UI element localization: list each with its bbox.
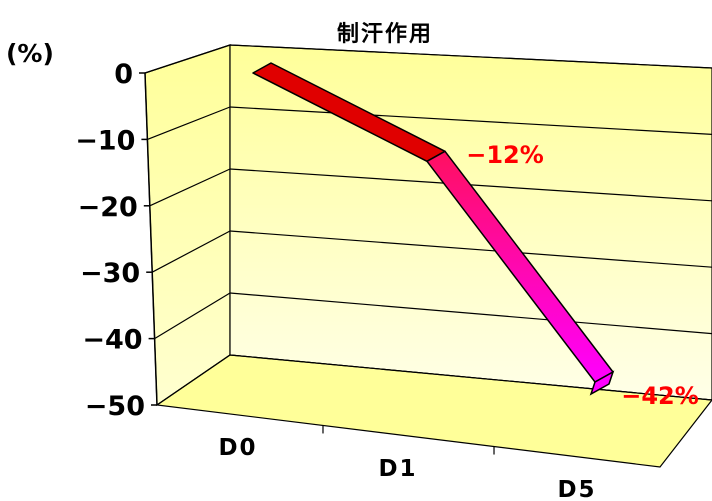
left-wall	[144, 44, 231, 407]
chart-title: 制汗作用	[337, 22, 433, 47]
x-category-labels: D0 D1 D5	[218, 435, 596, 501]
y-axis-line	[144, 72, 158, 406]
data-label: −12%	[466, 141, 544, 169]
y-tick-label: −40	[82, 325, 142, 356]
y-tick-labels: 0 −10 −20 −30 −40 −50	[75, 59, 145, 422]
gridline-left	[144, 44, 231, 74]
y-tick-label: −10	[75, 125, 135, 156]
gridline-back	[229, 44, 712, 69]
gridline-back	[229, 292, 712, 335]
x-category-label: D1	[378, 456, 417, 482]
y-tick-label: 0	[114, 59, 133, 90]
gridline-back	[229, 354, 712, 401]
series-ribbon	[252, 62, 615, 396]
gridlines	[139, 44, 712, 406]
data-labels: −12% −42%	[466, 141, 699, 410]
gridline-left	[156, 354, 231, 406]
y-axis-unit: (%)	[6, 39, 54, 68]
x-category-label: D0	[218, 435, 257, 461]
x-axis-ticks	[322, 425, 495, 455]
gridline-left	[147, 106, 231, 140]
y-tick-label: −30	[80, 258, 140, 289]
plot-area	[139, 44, 712, 468]
gridline-left	[149, 168, 231, 207]
gridline-back	[229, 230, 712, 268]
gridline-left	[154, 292, 231, 340]
gridline-left	[151, 230, 231, 273]
data-label: −42%	[621, 382, 699, 410]
gridline-back	[229, 106, 712, 135]
y-tick-label: −50	[85, 391, 145, 422]
y-tick-label: −20	[78, 192, 138, 223]
x-category-label: D5	[557, 477, 596, 501]
ribbon-end-cap	[589, 370, 615, 396]
